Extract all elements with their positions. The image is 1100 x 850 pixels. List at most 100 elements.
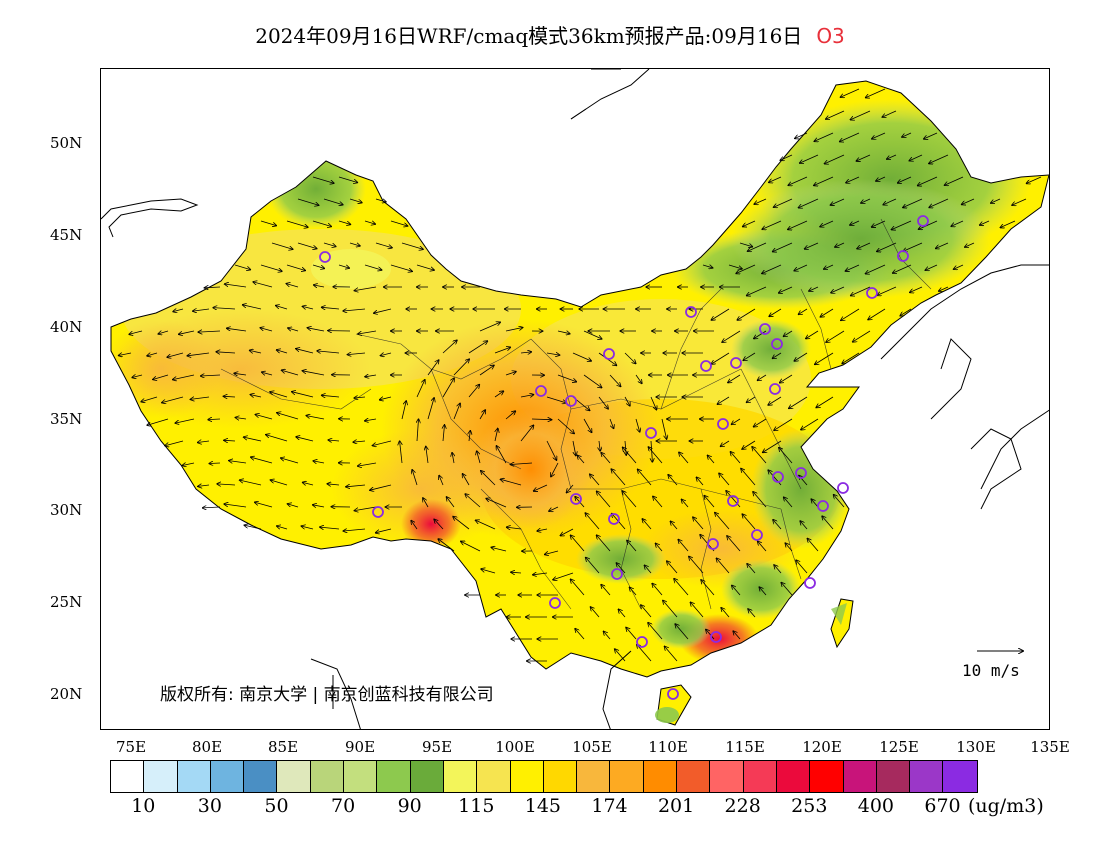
wind-arrow: [250, 350, 262, 353]
wind-arrow: [203, 507, 221, 508]
station-marker: [372, 506, 384, 518]
wind-arrow: [255, 415, 273, 420]
station-marker: [707, 538, 719, 550]
lat-label-50n: 50N: [50, 134, 83, 152]
wind-arrow: [583, 418, 592, 432]
wind-arrow: [260, 264, 282, 271]
wind-arrow: [260, 220, 276, 226]
wind-arrow: [453, 359, 469, 376]
wind-arrow: [240, 480, 262, 486]
wind-arrow: [343, 529, 366, 531]
wind-arrow: [668, 475, 678, 486]
wind-arrow: [868, 308, 886, 320]
wind-arrow: [282, 370, 299, 376]
wind-arrow: [748, 609, 756, 618]
wind-arrow: [557, 418, 574, 434]
wind-arrow: [243, 305, 262, 310]
lon-label-120e: 120E: [802, 738, 842, 756]
station-marker: [608, 513, 620, 525]
wind-arrow: [702, 265, 713, 268]
wind-arrow: [416, 264, 434, 270]
lon-label-75e: 75E: [115, 738, 147, 756]
colorbar: [110, 760, 978, 793]
station-marker: [866, 287, 878, 299]
wind-arrow: [965, 242, 975, 247]
wind-arrow: [463, 474, 470, 486]
station-marker: [769, 383, 781, 395]
wind-arrow: [557, 331, 570, 334]
wind-arrow: [373, 440, 392, 446]
colorbar-swatch: [144, 761, 178, 792]
wind-arrow: [716, 558, 730, 574]
wind-arrow: [747, 286, 767, 296]
wind-arrow: [479, 365, 494, 376]
wind-arrow: [754, 330, 767, 339]
wind-arrow: [704, 496, 715, 508]
wind-arrow: [794, 352, 808, 361]
wind-arrow: [648, 447, 663, 464]
lat-label-20n: 20N: [50, 685, 83, 703]
wind-arrow: [598, 396, 608, 409]
wind-arrow: [945, 176, 964, 185]
wind-arrow: [327, 484, 340, 485]
wind-arrow: [794, 264, 808, 271]
wind-arrow: [423, 498, 429, 508]
colorbar-swatch: [344, 761, 378, 792]
colorbar-tick-label: 201: [657, 795, 695, 817]
wind-arrow: [476, 520, 496, 530]
wind-arrow: [675, 624, 689, 640]
wind-arrow: [1027, 176, 1042, 183]
wind-arrow: [182, 463, 195, 466]
wind-arrow: [910, 286, 923, 292]
colorbar-swatch: [310, 761, 345, 792]
wind-arrow: [773, 242, 793, 252]
wind-arrow: [173, 309, 184, 312]
station-marker: [751, 529, 763, 541]
wind-arrow: [376, 528, 392, 533]
wind-arrow: [1012, 198, 1027, 205]
china-border: [110, 80, 1049, 678]
map-frame[interactable]: [100, 68, 1050, 730]
wind-arrow: [732, 418, 741, 424]
wind-arrow: [851, 286, 871, 296]
wind-arrow: [872, 220, 886, 227]
wind-arrow: [129, 330, 143, 334]
wind-arrow: [590, 474, 600, 486]
station-marker: [771, 338, 783, 350]
wind-arrow: [929, 198, 949, 207]
wind-arrow: [443, 425, 445, 442]
wind-arrow: [800, 521, 808, 530]
wind-arrow: [201, 375, 221, 376]
wind-arrow: [795, 132, 808, 138]
wind-arrow: [153, 374, 169, 380]
wind-arrow: [346, 485, 366, 487]
wind-arrow: [742, 514, 756, 530]
wind-arrow: [773, 520, 782, 530]
wind-arrow: [814, 132, 834, 141]
wind-arrow: [167, 352, 184, 357]
wind-arrow: [560, 528, 574, 536]
wind-arrow: [439, 476, 444, 486]
station-marker: [535, 385, 547, 397]
wind-arrow: [495, 429, 498, 442]
colorbar-swatch: [477, 761, 511, 792]
wind-arrow: [468, 341, 487, 354]
wind-arrow: [929, 154, 949, 164]
wind-arrow: [322, 395, 340, 397]
wind-arrow: [491, 547, 507, 552]
wind-arrow: [426, 447, 428, 464]
wind-arrow: [276, 306, 288, 310]
wind-arrow: [354, 397, 366, 398]
wind-arrow: [820, 308, 834, 317]
wind-arrow: [806, 330, 819, 339]
colorbar-tick-label: 30: [197, 795, 222, 817]
wind-arrow: [253, 282, 273, 288]
wind-arrow: [442, 378, 454, 398]
wind-arrow: [853, 330, 871, 342]
wind-arrow: [768, 396, 782, 405]
wind-arrow: [618, 609, 626, 618]
wind-arrow: [800, 154, 819, 163]
wind-arrow: [841, 308, 860, 320]
wind-arrow: [549, 506, 559, 511]
wind-arrow: [427, 398, 434, 420]
